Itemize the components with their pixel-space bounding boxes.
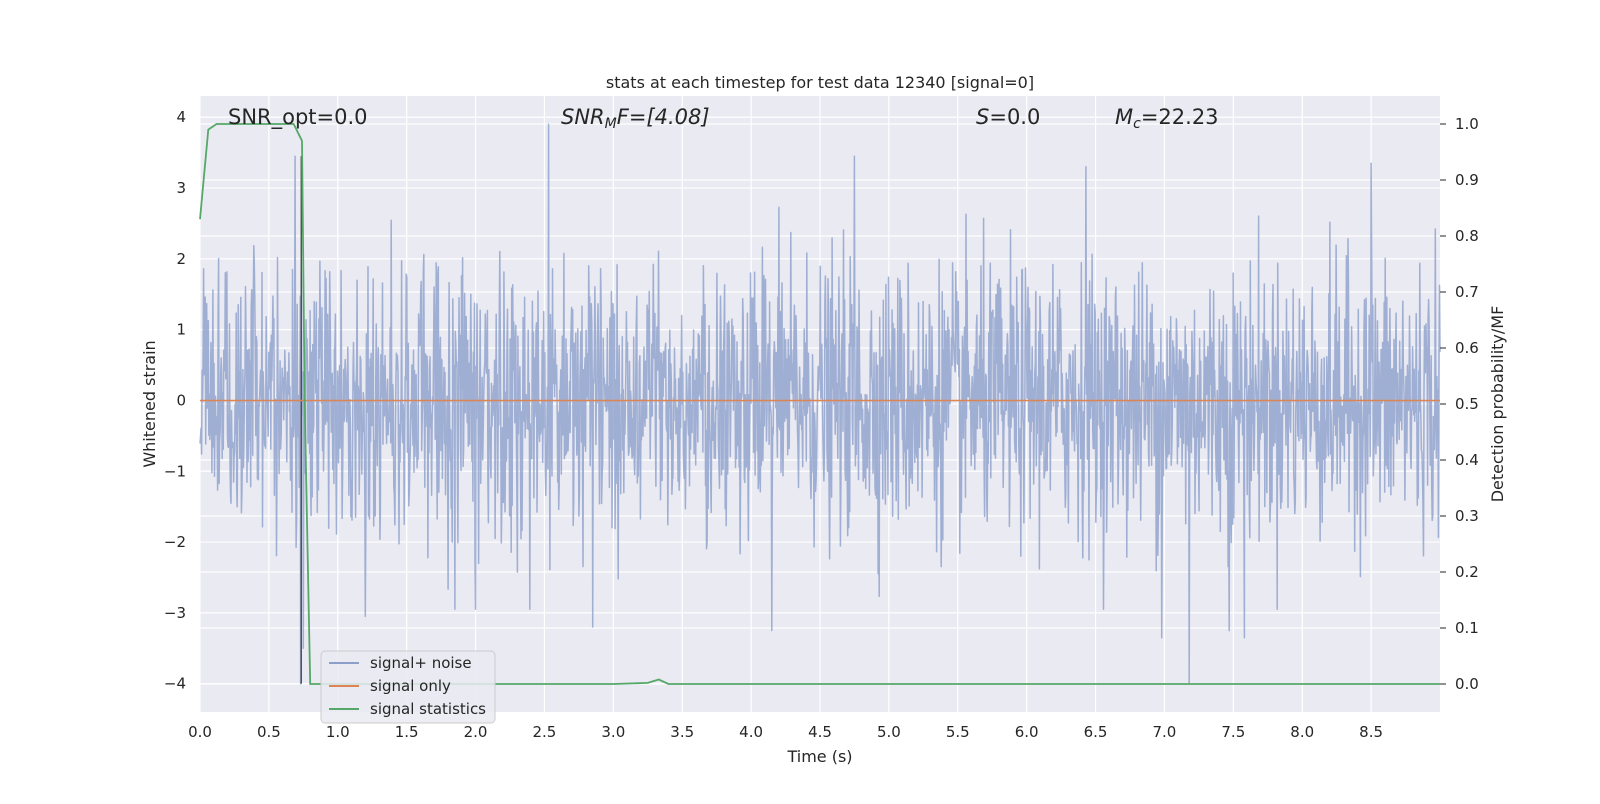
annotation-mc: Mc=22.23 — [1115, 105, 1219, 132]
x-tick-label: 2.5 — [533, 723, 557, 741]
y2-tick-label: 1.0 — [1455, 115, 1479, 133]
x-tick-label: 7.0 — [1153, 723, 1177, 741]
annotation-snr-mf: SNRMF=[4.08] — [561, 105, 710, 132]
annotation-snr-mf-sub: M — [605, 116, 617, 132]
legend-box — [320, 650, 496, 724]
annotation-snr-opt: SNR_opt=0.0 — [228, 105, 368, 130]
annotation-mc-rest: =22.23 — [1141, 105, 1219, 129]
x-tick-label: 1.5 — [395, 723, 419, 741]
x-tick-label: 5.0 — [877, 723, 901, 741]
y2-tick-label: 0.2 — [1455, 563, 1479, 581]
y2-tick-label: 0.3 — [1455, 507, 1479, 525]
x-tick-label: 8.0 — [1290, 723, 1314, 741]
annotation-snr-mf-base: SNR — [561, 105, 605, 129]
y2-tick-label: 0.1 — [1455, 619, 1479, 637]
annotation-snr-mf-rest: F=[4.08] — [617, 105, 710, 129]
x-tick-label: 0.5 — [257, 723, 281, 741]
y2-tick-label: 0.7 — [1455, 283, 1479, 301]
x-tick-label: 4.0 — [739, 723, 763, 741]
y2-tick-label: 0.8 — [1455, 227, 1479, 245]
y-tick-label: 1 — [176, 321, 186, 339]
x-tick-labels: 0.0 0.5 1.0 1.5 2.0 2.5 3.0 3.5 4.0 4.5 5.0 5.5 6.0 6… — [188, 723, 1383, 741]
x-tick-label: 4.5 — [808, 723, 832, 741]
x-tick-label: 6.5 — [1084, 723, 1108, 741]
y-tick-label: −4 — [164, 675, 186, 693]
annotation-s-rest: =0.0 — [989, 105, 1040, 129]
y-tick-label: −2 — [164, 533, 186, 551]
x-tick-label: 3.5 — [670, 723, 694, 741]
x-axis-label: Time (s) — [786, 747, 852, 766]
y-tick-label: 2 — [176, 250, 186, 268]
legend-label-signal-only: signal only — [370, 677, 451, 695]
legend-label-signal-statistics: signal statistics — [370, 700, 486, 718]
x-tick-label: 5.5 — [946, 723, 970, 741]
x-tick-label: 6.0 — [1015, 723, 1039, 741]
y-tick-label: 3 — [176, 179, 186, 197]
y-tick-label: −3 — [164, 604, 186, 622]
annotation-s: S=0.0 — [976, 105, 1040, 129]
y-axis-label: Whitened strain — [140, 340, 159, 467]
x-tick-label: 0.0 — [188, 723, 212, 741]
y-tick-labels: −4 −3 −2 −1 0 1 2 3 4 — [164, 108, 186, 692]
y-tick-label: −1 — [164, 462, 186, 480]
x-tick-label: 7.5 — [1221, 723, 1245, 741]
annotation-s-var: S — [976, 105, 989, 129]
annotation-mc-sub: c — [1133, 116, 1141, 132]
x-tick-label: 3.0 — [601, 723, 625, 741]
y2-tick-label: 0.6 — [1455, 339, 1479, 357]
y2-tick-label: 0.9 — [1455, 171, 1479, 189]
x-tick-label: 1.0 — [326, 723, 350, 741]
legend: signal+ noise signal only signal statist… — [320, 650, 496, 724]
series-signal-noise — [199, 123, 1441, 685]
y-tick-label: 4 — [176, 108, 186, 126]
y2-axis-label: Detection probability/MF — [1488, 306, 1507, 503]
signal-noise-line — [199, 123, 1441, 685]
y2-tick-label: 0.0 — [1455, 675, 1479, 693]
y-tick-label: 0 — [176, 391, 186, 409]
annotation-mc-var: M — [1115, 105, 1133, 129]
x-tick-label: 8.5 — [1359, 723, 1383, 741]
y2-tick-label: 0.5 — [1455, 395, 1479, 413]
y2-tick-labels: 0.0 0.1 0.2 0.3 0.4 0.5 0.6 0.7 0.8 0.9 1.0 — [1440, 115, 1479, 693]
x-tick-label: 2.0 — [464, 723, 488, 741]
y2-tick-label: 0.4 — [1455, 451, 1479, 469]
chart-title: stats at each timestep for test data 123… — [606, 73, 1034, 92]
legend-label-signal-noise: signal+ noise — [370, 654, 472, 672]
